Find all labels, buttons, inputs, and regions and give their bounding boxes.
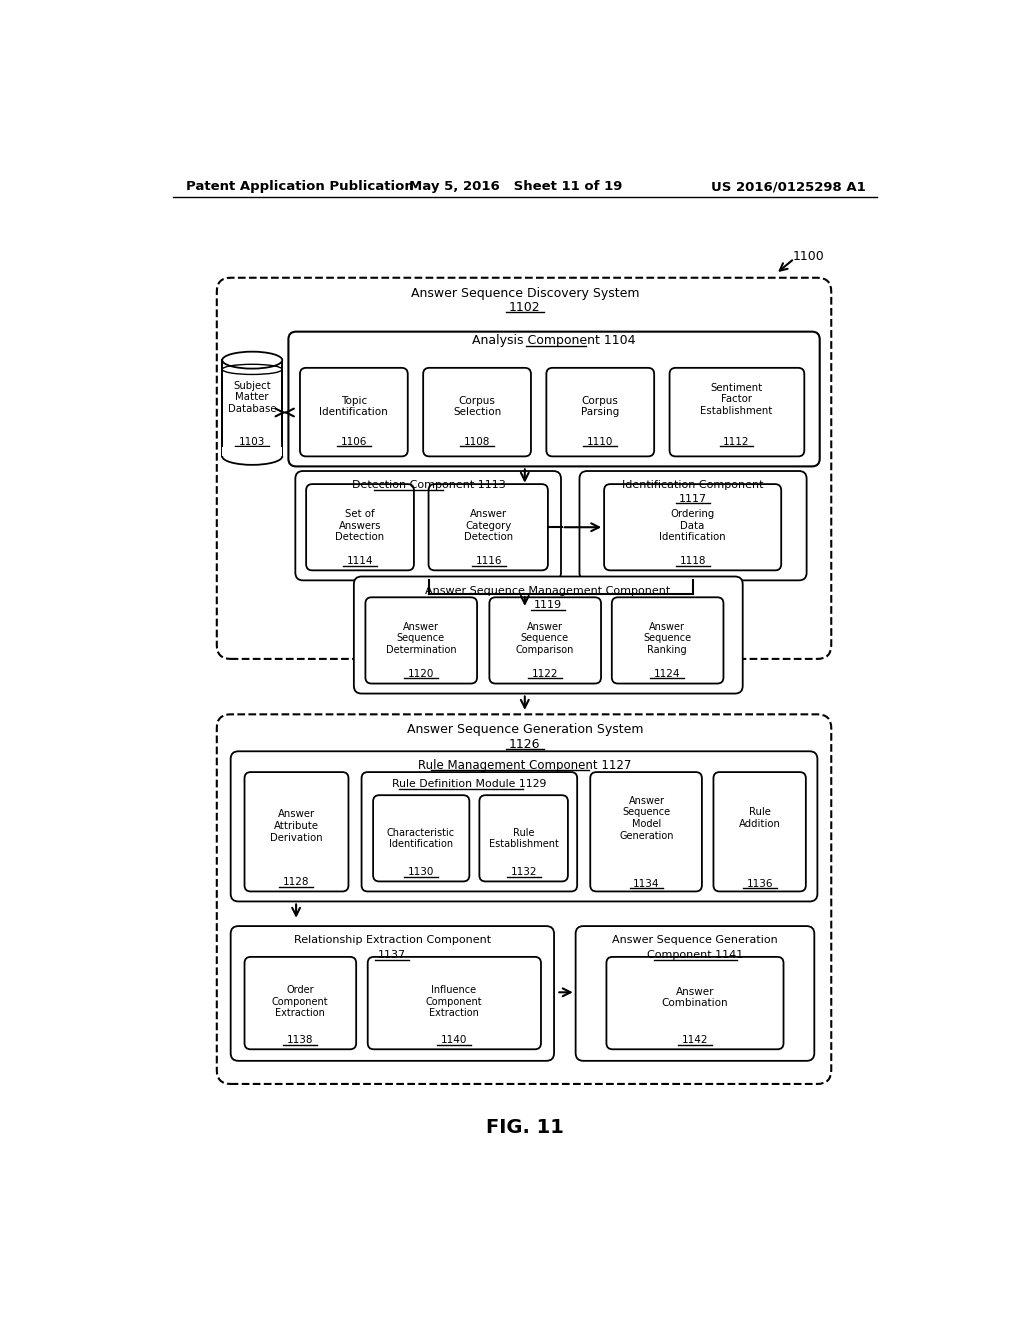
FancyBboxPatch shape [217, 277, 831, 659]
Text: Topic
Identification: Topic Identification [319, 396, 388, 417]
Text: 1114: 1114 [347, 556, 374, 566]
Text: Detection Component 1113: Detection Component 1113 [351, 480, 506, 490]
Text: Rule
Addition: Rule Addition [738, 808, 780, 829]
Text: 1132: 1132 [511, 867, 538, 878]
Text: FIG. 11: FIG. 11 [485, 1118, 564, 1137]
Text: 1102: 1102 [509, 301, 541, 314]
FancyBboxPatch shape [547, 368, 654, 457]
Text: 1108: 1108 [464, 437, 490, 446]
Text: Component 1141: Component 1141 [647, 950, 743, 961]
Text: Answer Sequence Discovery System: Answer Sequence Discovery System [411, 286, 639, 300]
FancyBboxPatch shape [217, 714, 831, 1084]
Text: Identification Component: Identification Component [622, 480, 764, 490]
FancyBboxPatch shape [606, 957, 783, 1049]
Text: Answer
Attribute
Derivation: Answer Attribute Derivation [269, 809, 323, 842]
Text: 1140: 1140 [440, 1035, 467, 1045]
Text: US 2016/0125298 A1: US 2016/0125298 A1 [711, 181, 866, 194]
Text: Sentiment
Factor
Establishment: Sentiment Factor Establishment [700, 383, 773, 416]
FancyBboxPatch shape [670, 368, 804, 457]
FancyBboxPatch shape [479, 795, 568, 882]
Text: Answer
Combination: Answer Combination [662, 987, 728, 1008]
Text: Relationship Extraction Component: Relationship Extraction Component [294, 935, 490, 945]
Text: Answer Sequence Generation: Answer Sequence Generation [612, 935, 778, 945]
FancyBboxPatch shape [373, 795, 469, 882]
FancyBboxPatch shape [295, 471, 561, 581]
FancyBboxPatch shape [580, 471, 807, 581]
Text: Rule Management Component 1127: Rule Management Component 1127 [418, 759, 632, 772]
Text: 1142: 1142 [682, 1035, 709, 1045]
Text: Answer Sequence Generation System: Answer Sequence Generation System [407, 723, 643, 737]
Text: Order
Component
Extraction: Order Component Extraction [271, 985, 329, 1018]
Text: May 5, 2016   Sheet 11 of 19: May 5, 2016 Sheet 11 of 19 [409, 181, 623, 194]
FancyBboxPatch shape [368, 957, 541, 1049]
Text: Answer
Sequence
Ranking: Answer Sequence Ranking [643, 622, 691, 655]
Text: Answer Sequence Management Component: Answer Sequence Management Component [425, 586, 671, 597]
FancyBboxPatch shape [604, 484, 781, 570]
FancyBboxPatch shape [289, 331, 819, 466]
FancyBboxPatch shape [230, 751, 817, 902]
Text: 1136: 1136 [746, 879, 773, 888]
FancyBboxPatch shape [611, 598, 724, 684]
FancyBboxPatch shape [361, 772, 578, 891]
Text: 1128: 1128 [283, 878, 309, 887]
Text: 1122: 1122 [531, 668, 558, 678]
Text: 1106: 1106 [341, 437, 367, 446]
FancyBboxPatch shape [366, 598, 477, 684]
FancyBboxPatch shape [575, 927, 814, 1061]
Text: 1119: 1119 [534, 601, 562, 610]
Text: Corpus
Selection: Corpus Selection [453, 396, 501, 417]
Text: Rule
Establishment: Rule Establishment [489, 828, 559, 849]
FancyBboxPatch shape [300, 368, 408, 457]
Text: 1130: 1130 [408, 867, 434, 878]
Bar [222, 360, 283, 457]
Text: Answer
Sequence
Comparison: Answer Sequence Comparison [516, 622, 574, 655]
Text: 1118: 1118 [679, 556, 706, 566]
Text: 1138: 1138 [287, 1035, 313, 1045]
FancyBboxPatch shape [230, 927, 554, 1061]
FancyBboxPatch shape [489, 598, 601, 684]
FancyBboxPatch shape [590, 772, 701, 891]
FancyBboxPatch shape [245, 772, 348, 891]
FancyBboxPatch shape [423, 368, 531, 457]
Text: 1116: 1116 [475, 556, 502, 566]
Text: 1124: 1124 [654, 668, 681, 678]
Bar [222, 447, 283, 455]
FancyBboxPatch shape [306, 484, 414, 570]
Text: Subject
Matter
Database: Subject Matter Database [228, 380, 276, 413]
Text: Analysis Component 1104: Analysis Component 1104 [472, 334, 636, 347]
Text: 1103: 1103 [239, 437, 265, 446]
Text: Answer
Sequence
Model
Generation: Answer Sequence Model Generation [620, 796, 674, 841]
Text: Influence
Component
Extraction: Influence Component Extraction [426, 985, 482, 1018]
Text: Corpus
Parsing: Corpus Parsing [582, 396, 620, 417]
Text: 1120: 1120 [408, 668, 434, 678]
Text: Characteristic
Identification: Characteristic Identification [387, 828, 455, 849]
Ellipse shape [222, 351, 283, 368]
Text: Patent Application Publication: Patent Application Publication [186, 181, 414, 194]
Text: Set of
Answers
Detection: Set of Answers Detection [336, 510, 385, 543]
Text: Rule Definition Module 1129: Rule Definition Module 1129 [392, 779, 547, 789]
FancyBboxPatch shape [714, 772, 806, 891]
Text: 1112: 1112 [723, 437, 750, 446]
Text: Ordering
Data
Identification: Ordering Data Identification [659, 510, 726, 543]
Text: 1134: 1134 [633, 879, 659, 888]
Text: 1110: 1110 [587, 437, 613, 446]
FancyBboxPatch shape [429, 484, 548, 570]
Text: 1117: 1117 [679, 494, 707, 504]
Text: 1126: 1126 [509, 738, 541, 751]
Text: 1100: 1100 [793, 251, 824, 264]
Text: 1137: 1137 [378, 950, 407, 961]
Text: Answer
Category
Detection: Answer Category Detection [464, 510, 513, 543]
FancyBboxPatch shape [245, 957, 356, 1049]
Text: Answer
Sequence
Determination: Answer Sequence Determination [386, 622, 456, 655]
FancyBboxPatch shape [354, 577, 742, 693]
Ellipse shape [222, 447, 283, 465]
